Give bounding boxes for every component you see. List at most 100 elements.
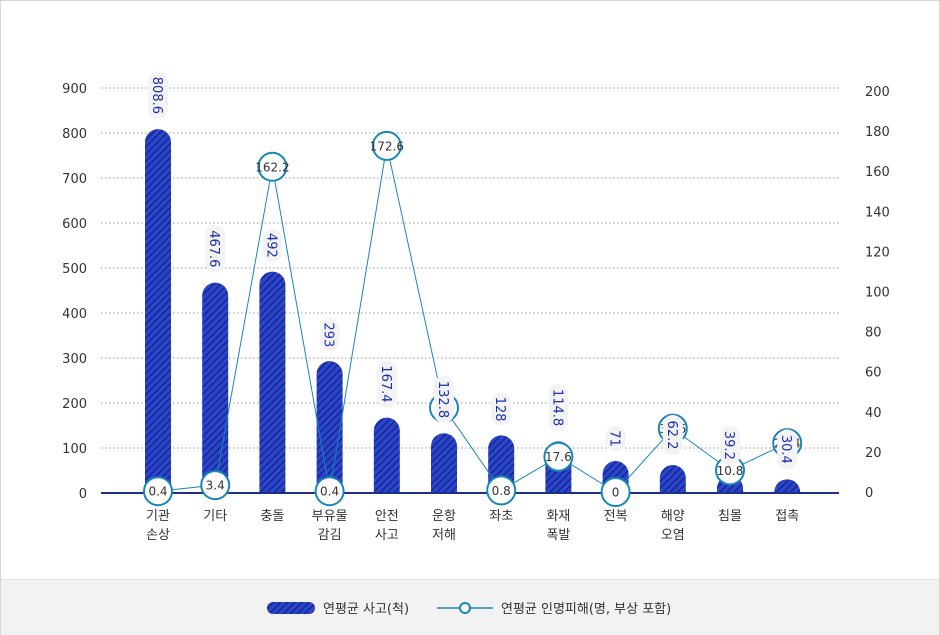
category-label: 전복 bbox=[604, 509, 628, 524]
category-label: 저해 bbox=[432, 528, 456, 543]
category-label: 충돌 bbox=[260, 509, 284, 524]
legend-label-bar: 연평균 사고(척) bbox=[323, 602, 410, 617]
category-label: 손상 bbox=[146, 528, 170, 543]
bar-value-label: 62.2 bbox=[662, 415, 683, 456]
bar-value-text: 39.2 bbox=[721, 431, 736, 460]
bar-value-label-bg bbox=[205, 225, 226, 273]
bar-value-text: 128 bbox=[492, 397, 507, 422]
category-label: 부유물 bbox=[312, 509, 348, 524]
legend-line-swatch bbox=[437, 601, 493, 614]
bar-value-label: 293 bbox=[319, 318, 340, 352]
y-right-tick-label: 0 bbox=[865, 486, 873, 501]
y-left-tick-label: 300 bbox=[62, 352, 87, 367]
y-left-tick-label: 800 bbox=[62, 127, 87, 142]
bar-value-label: 114.8 bbox=[548, 383, 569, 432]
category-label: 해양 bbox=[661, 509, 685, 524]
category-label: 접촉 bbox=[775, 509, 799, 524]
line-point-label: 0.4 bbox=[320, 485, 339, 499]
y-left-tick-label: 900 bbox=[62, 82, 87, 97]
legend-bar-swatch bbox=[267, 601, 315, 614]
bar-value-text: 808.6 bbox=[149, 77, 164, 114]
category-label: 기타 bbox=[203, 509, 227, 524]
y-right-tick-label: 60 bbox=[865, 366, 882, 381]
bar-value-label: 808.6 bbox=[148, 71, 168, 120]
y-left-tick-label: 100 bbox=[62, 442, 87, 457]
line-point-label: 0 bbox=[612, 486, 620, 500]
bar-value-label: 167.4 bbox=[376, 360, 397, 408]
y-right-tick-label: 20 bbox=[865, 446, 882, 461]
bar bbox=[145, 129, 171, 493]
bar-value-text: 62.2 bbox=[664, 421, 679, 450]
y-right-tick-label: 140 bbox=[865, 205, 890, 220]
line-point-marker bbox=[600, 477, 631, 507]
bar bbox=[259, 271, 286, 493]
bar-value-label-bg bbox=[605, 426, 626, 452]
line-point-label: 17.6 bbox=[545, 450, 572, 464]
bar-value-label: 39.2 bbox=[720, 425, 740, 466]
line-point-label: 172.6 bbox=[370, 139, 404, 153]
bar-value-text: 71 bbox=[607, 430, 622, 447]
line-point-marker bbox=[371, 130, 402, 161]
y-left-tick-label: 400 bbox=[62, 307, 87, 322]
line-point-marker bbox=[257, 151, 288, 182]
category-label: 오염 bbox=[661, 528, 685, 543]
bar-value-text: 492 bbox=[263, 233, 278, 258]
line-point-label: 0.8 bbox=[492, 484, 511, 498]
line-series-path bbox=[157, 145, 788, 493]
combo-chart: 0 100 200 300 400 500 600 700 800 900 0 20 40 60 80 10… bbox=[62, 71, 890, 543]
category-label: 운항 bbox=[432, 509, 456, 524]
line-point-marker bbox=[543, 441, 574, 472]
line-point-marker bbox=[314, 476, 345, 507]
bar-value-label-bg bbox=[491, 392, 512, 426]
bar bbox=[373, 417, 400, 493]
y-left-tick-label: 700 bbox=[62, 172, 87, 187]
bar bbox=[659, 465, 686, 493]
y-right-tick-label: 100 bbox=[865, 286, 890, 301]
legend-label-line: 연평균 인명피해(명, 부상 포함) bbox=[501, 602, 672, 617]
bar bbox=[202, 282, 229, 493]
y-right-tick-label: 180 bbox=[865, 125, 890, 140]
bar bbox=[316, 361, 343, 493]
line-point-marker bbox=[143, 476, 173, 507]
bar-value-label-bg bbox=[720, 425, 740, 466]
y-left-tick-label: 600 bbox=[62, 217, 87, 232]
line-point-label: 0.4 bbox=[148, 485, 167, 499]
bar-value-label-bg bbox=[548, 383, 569, 432]
y-right-tick-label: 40 bbox=[865, 406, 882, 421]
bar-value-label-bg bbox=[319, 318, 340, 352]
line-point-label: 3.4 bbox=[206, 479, 225, 493]
category-label: 감김 bbox=[318, 528, 342, 543]
bar-value-label: 30.4 bbox=[777, 429, 798, 470]
bar-value-text: 30.4 bbox=[778, 435, 793, 464]
bar-value-text: 467.6 bbox=[206, 230, 221, 267]
category-label: 안전 bbox=[375, 509, 399, 524]
y-left-tick-label: 0 bbox=[79, 487, 87, 502]
bar-value-label: 492 bbox=[262, 229, 283, 262]
bar-value-text: 132.8 bbox=[435, 381, 450, 418]
legend-item-bar: 연평균 사고(척) bbox=[267, 598, 409, 617]
category-label: 좌초 bbox=[489, 509, 513, 524]
bar-value-label-bg bbox=[434, 375, 454, 424]
category-label: 사고 bbox=[375, 528, 399, 543]
category-label: 화재 bbox=[546, 509, 570, 524]
y-right-tick-label: 120 bbox=[865, 245, 890, 260]
line-point-marker bbox=[200, 470, 231, 501]
legend-item-line: 연평균 인명피해(명, 부상 포함) bbox=[437, 598, 671, 617]
y-left-tick-label: 200 bbox=[62, 397, 87, 412]
y-right-tick-label: 200 bbox=[865, 85, 890, 100]
bar-value-text: 293 bbox=[321, 322, 336, 347]
bar bbox=[774, 479, 801, 493]
bar-value-label-bg bbox=[262, 229, 283, 262]
bar-value-text: 167.4 bbox=[378, 365, 393, 402]
line-point-label: 162.2 bbox=[255, 160, 289, 174]
bar-value-label-bg bbox=[376, 360, 397, 408]
bar-value-label-bg bbox=[777, 429, 798, 470]
bar-value-label-bg bbox=[148, 71, 168, 120]
bar-value-label: 467.6 bbox=[205, 225, 226, 273]
bar-value-text: 114.8 bbox=[549, 389, 564, 426]
bar-value-label: 128 bbox=[491, 392, 512, 426]
bar-value-label: 71 bbox=[605, 426, 626, 452]
bar-value-label-bg bbox=[662, 415, 683, 456]
category-label: 침몰 bbox=[718, 509, 742, 524]
